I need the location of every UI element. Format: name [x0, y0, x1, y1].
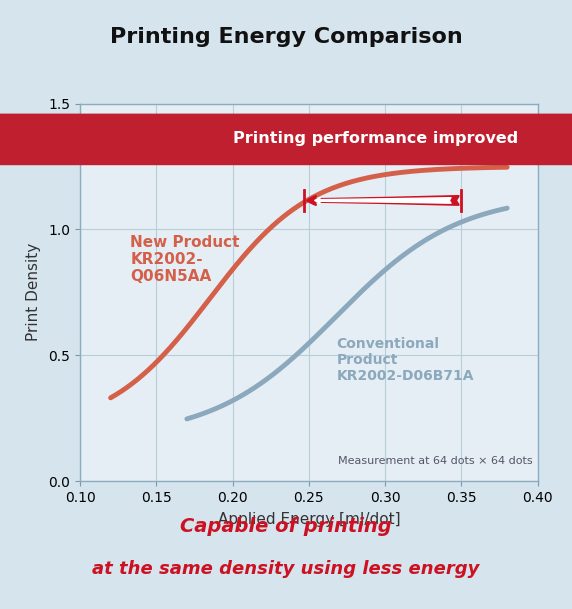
X-axis label: Applied Energy [mJ/dot]: Applied Energy [mJ/dot]	[217, 512, 400, 527]
Text: Capable of printing: Capable of printing	[180, 517, 392, 537]
Text: Printing Energy Comparison: Printing Energy Comparison	[110, 27, 462, 48]
FancyBboxPatch shape	[0, 114, 572, 165]
Text: Printing performance improved: Printing performance improved	[233, 132, 523, 146]
Text: New Product
KR2002-
Q06N5AA: New Product KR2002- Q06N5AA	[130, 234, 240, 284]
Text: Conventional
Product
KR2002-D06B71A: Conventional Product KR2002-D06B71A	[336, 337, 474, 384]
Text: Measurement at 64 dots × 64 dots: Measurement at 64 dots × 64 dots	[339, 456, 533, 466]
Text: at the same density using less energy: at the same density using less energy	[92, 560, 480, 579]
Y-axis label: Print Density: Print Density	[26, 243, 41, 342]
